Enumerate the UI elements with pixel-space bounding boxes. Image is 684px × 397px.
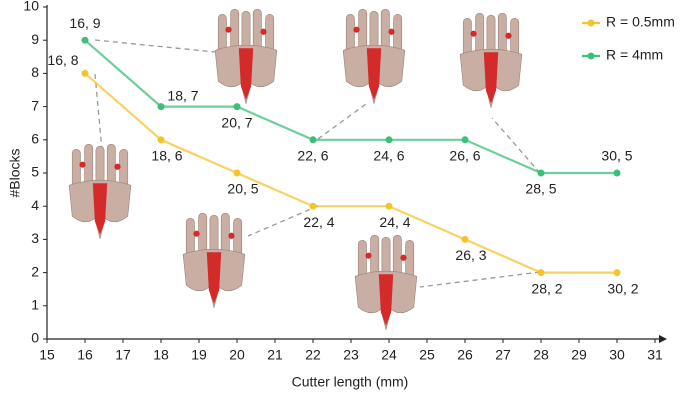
data-point [157, 136, 165, 144]
data-point [233, 169, 241, 177]
y-tick-label: 0 [31, 330, 39, 346]
data-point [233, 103, 241, 111]
data-point [309, 202, 317, 210]
x-tick-label: 16 [77, 347, 93, 363]
connector [94, 39, 216, 53]
data-label: 20, 7 [221, 114, 252, 130]
x-tick-label: 31 [647, 347, 663, 363]
y-axis-label: #Blocks [7, 148, 23, 197]
render-image [182, 212, 246, 309]
data-point [385, 136, 393, 144]
x-tick-label: 28 [533, 347, 549, 363]
render-image [342, 8, 406, 105]
data-point [537, 269, 545, 277]
x-tick-label: 17 [115, 347, 131, 363]
data-label: 26, 6 [449, 148, 480, 164]
series-line [84, 39, 617, 175]
x-tick-label: 26 [457, 347, 473, 363]
y-tick-label: 10 [23, 0, 39, 14]
data-label: 28, 5 [525, 181, 556, 197]
x-axis-label: Cutter length (mm) [292, 374, 409, 390]
connector [94, 73, 103, 151]
x-tick-label: 24 [381, 347, 397, 363]
data-point [461, 235, 469, 243]
x-tick-label: 15 [39, 347, 55, 363]
legend-marker [587, 19, 595, 27]
y-tick-label: 1 [31, 297, 39, 313]
y-tick-label: 5 [31, 164, 39, 180]
connector [491, 117, 541, 174]
legend-label: R = 0.5mm [606, 14, 675, 30]
data-label: 16, 9 [69, 15, 100, 31]
data-label: 18, 7 [167, 87, 198, 103]
data-label: 26, 3 [455, 247, 486, 263]
data-label: 16, 8 [47, 52, 78, 68]
y-tick-label: 4 [31, 197, 39, 213]
data-label: 22, 6 [297, 148, 328, 164]
connector [317, 103, 367, 140]
render-image [459, 12, 523, 109]
x-tick-label: 22 [305, 347, 321, 363]
render-image [214, 8, 278, 105]
y-tick-label: 3 [31, 230, 39, 246]
data-point [157, 103, 165, 111]
render-image [68, 143, 132, 240]
x-axis-arrow [659, 335, 667, 343]
x-tick-label: 21 [267, 347, 283, 363]
data-point [613, 169, 621, 177]
data-point [537, 169, 545, 177]
data-label: 20, 5 [227, 181, 258, 197]
data-label: 28, 2 [531, 280, 562, 296]
render-image [354, 234, 418, 331]
y-tick-label: 2 [31, 263, 39, 279]
data-label: 24, 4 [379, 214, 410, 230]
x-tick-label: 20 [229, 347, 245, 363]
y-tick-label: 9 [31, 31, 39, 47]
data-point [81, 69, 89, 77]
data-label: 30, 2 [607, 280, 638, 296]
data-label: 18, 6 [151, 148, 182, 164]
data-point [461, 136, 469, 144]
illustrations [68, 8, 541, 331]
data-point [613, 269, 621, 277]
data-label: 22, 4 [303, 214, 334, 230]
data-label: 30, 5 [601, 148, 632, 164]
x-tick-label: 29 [571, 347, 587, 363]
x-tick-label: 30 [609, 347, 625, 363]
data-point [81, 36, 89, 44]
x-tick-label: 19 [191, 347, 207, 363]
legend-label: R = 4mm [606, 47, 663, 63]
y-tick-label: 7 [31, 97, 39, 113]
data-label: 24, 6 [373, 148, 404, 164]
x-tick-label: 25 [419, 347, 435, 363]
data-point [309, 136, 317, 144]
x-tick-label: 27 [495, 347, 511, 363]
connector [247, 205, 319, 237]
legend-marker [587, 52, 595, 60]
data-point [385, 202, 393, 210]
connector [419, 271, 541, 288]
x-tick-label: 18 [153, 347, 169, 363]
series-line [84, 72, 617, 274]
y-tick-label: 8 [31, 64, 39, 80]
y-tick-label: 6 [31, 131, 39, 147]
x-tick-label: 23 [343, 347, 359, 363]
